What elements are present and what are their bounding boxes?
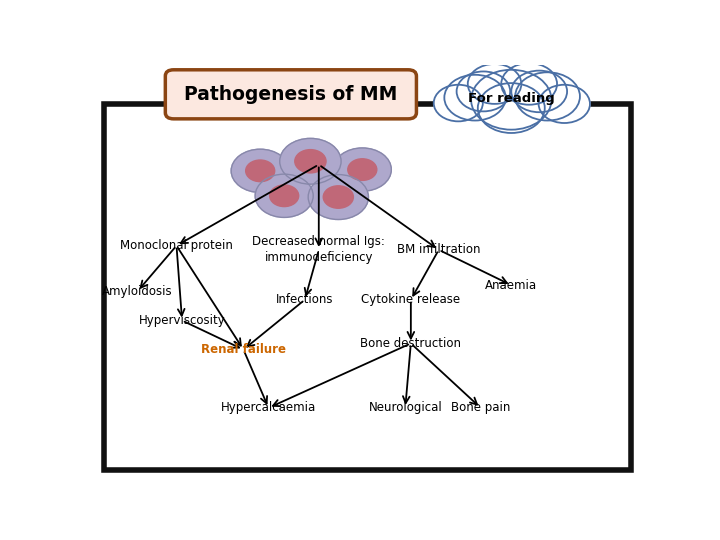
Circle shape (308, 174, 369, 219)
Circle shape (279, 138, 341, 184)
Circle shape (323, 186, 354, 208)
Circle shape (246, 160, 275, 181)
Circle shape (294, 150, 326, 173)
Text: Hyperviscosity: Hyperviscosity (139, 314, 225, 327)
Text: Anaemia: Anaemia (485, 279, 537, 292)
Circle shape (231, 149, 289, 192)
Circle shape (348, 159, 377, 180)
Circle shape (456, 71, 510, 111)
FancyBboxPatch shape (104, 104, 631, 470)
Circle shape (516, 72, 580, 120)
Text: Infections: Infections (276, 293, 333, 306)
Text: Bone pain: Bone pain (451, 401, 510, 414)
Text: For reading: For reading (468, 92, 554, 105)
Text: Renal failure: Renal failure (201, 343, 286, 356)
Text: Hypercalcaemia: Hypercalcaemia (221, 401, 316, 414)
Circle shape (539, 85, 590, 123)
Text: Monoclonal protein: Monoclonal protein (120, 239, 233, 252)
Circle shape (468, 64, 521, 104)
Text: Bone destruction: Bone destruction (360, 337, 462, 350)
Circle shape (270, 185, 299, 207)
Text: BM infiltration: BM infiltration (397, 244, 480, 256)
Text: Pathogenesis of MM: Pathogenesis of MM (184, 85, 397, 104)
Circle shape (471, 70, 552, 130)
Circle shape (501, 63, 557, 105)
Circle shape (255, 174, 313, 218)
Circle shape (511, 71, 567, 112)
FancyBboxPatch shape (166, 70, 416, 119)
Circle shape (444, 75, 505, 120)
Text: Decreased normal Igs:
immunodeﬁciency: Decreased normal Igs: immunodeﬁciency (252, 235, 385, 265)
Circle shape (433, 85, 483, 122)
Circle shape (478, 83, 545, 133)
Text: Neurological: Neurological (369, 401, 442, 414)
Text: Cytokine release: Cytokine release (361, 293, 460, 306)
Text: Amyloidosis: Amyloidosis (102, 285, 173, 298)
Circle shape (333, 148, 392, 191)
